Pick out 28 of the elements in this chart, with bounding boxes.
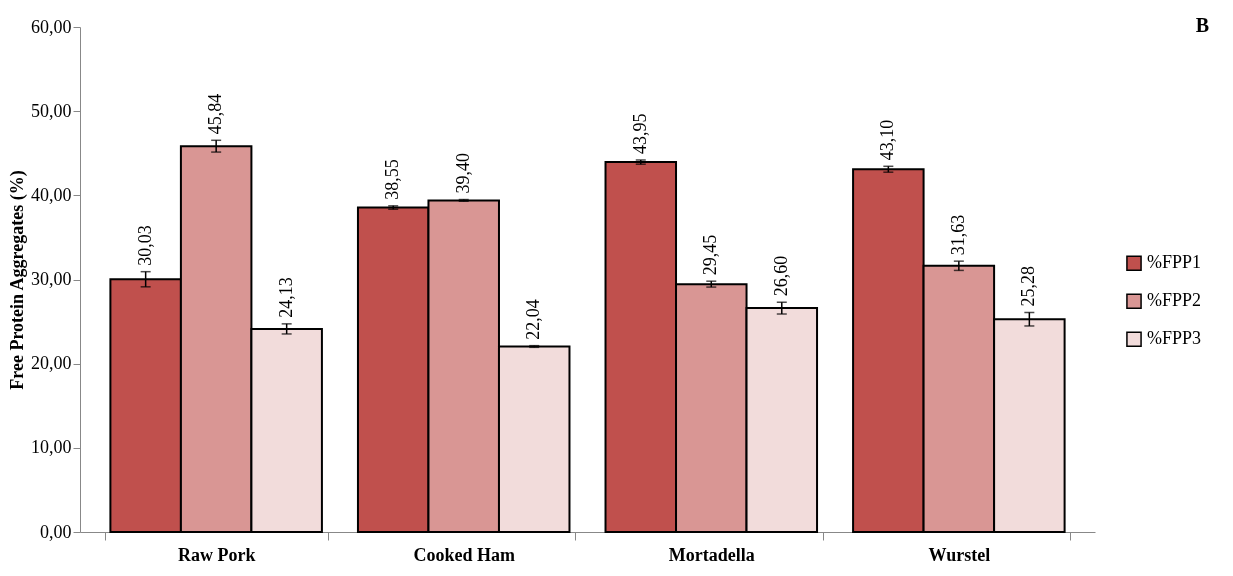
- y-tick-label: 50,00: [31, 100, 72, 121]
- y-tick-label: 0,00: [40, 521, 72, 542]
- data-label: 25,28: [1018, 265, 1039, 307]
- x-tick-label: Mortadella: [668, 544, 755, 565]
- y-tick-label: 20,00: [31, 353, 72, 374]
- data-label: 29,45: [700, 234, 721, 276]
- data-label: 31,63: [947, 214, 968, 256]
- data-label: 39,40: [452, 153, 473, 194]
- y-tick-label: 30,00: [31, 269, 72, 289]
- text: B: [1195, 14, 1209, 37]
- legend-label: %FPP2: [1147, 290, 1202, 311]
- x-tick-label: Wurstel: [928, 544, 991, 565]
- data-label: 22,04: [523, 299, 544, 340]
- data-label: 30,03: [134, 225, 155, 266]
- y-tick-label: 10,00: [31, 437, 72, 458]
- data-label: 38,55: [382, 159, 403, 200]
- legend-label: %FPP1: [1147, 252, 1202, 273]
- data-label: 26,60: [770, 255, 791, 297]
- data-label: 45,84: [205, 93, 226, 135]
- data-label: 43,95: [629, 113, 650, 154]
- legend-label: %FPP3: [1147, 328, 1202, 349]
- y-tick-label: 40,00: [31, 184, 72, 205]
- data-label: 43,10: [877, 119, 898, 161]
- x-tick-label: Raw Pork: [177, 544, 256, 565]
- y-tick-label: 60,00: [31, 16, 72, 37]
- y-axis-title: Free Protein Aggregates (%): [7, 170, 28, 390]
- x-tick-label: Cooked Ham: [413, 544, 515, 565]
- data-label: 24,13: [275, 277, 296, 318]
